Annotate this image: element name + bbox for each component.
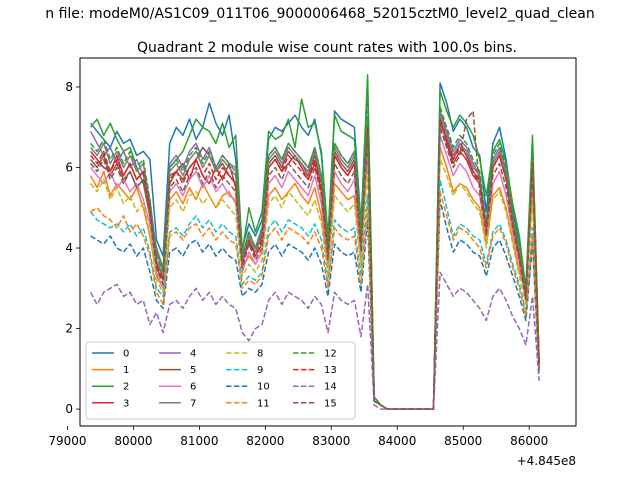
x-offset-label: +4.845e8: [517, 454, 576, 468]
legend-entry-2[interactable]: 2: [92, 382, 129, 393]
legend-entry-7[interactable]: 7: [159, 398, 196, 409]
x-axis: 79000 80000 81000 82000 83000 84000 85000 86000: [48, 426, 548, 448]
legend-entry-10[interactable]: 10: [226, 382, 270, 393]
y-tick-label: 0: [65, 402, 73, 416]
y-axis: 0 2 4 6 8: [65, 80, 80, 416]
legend-label: 10: [257, 382, 270, 393]
x-tick-label: 85000: [444, 434, 482, 448]
legend-entry-15[interactable]: 15: [293, 398, 337, 409]
x-tick-label: 82000: [246, 434, 284, 448]
series-line-9: [90, 178, 540, 410]
series-line-12: [90, 106, 540, 410]
legend-label: 13: [324, 365, 337, 376]
legend-label: 7: [190, 398, 196, 409]
x-tick-label: 80000: [114, 434, 152, 448]
legend-entry-14[interactable]: 14: [293, 382, 337, 393]
series-line-10: [90, 198, 540, 410]
y-tick-label: 4: [65, 241, 73, 255]
legend-entry-6[interactable]: 6: [159, 382, 196, 393]
x-tick-label: 79000: [48, 434, 86, 448]
legend-entry-8[interactable]: 8: [226, 349, 263, 360]
plot-frame: [79, 57, 577, 427]
x-tick-label: 81000: [180, 434, 218, 448]
legend-entry-13[interactable]: 13: [293, 365, 337, 376]
legend-entry-1[interactable]: 1: [92, 365, 129, 376]
x-tick-label: 86000: [510, 434, 548, 448]
legend-label: 11: [257, 398, 270, 409]
legend-label: 12: [324, 349, 337, 360]
series-line-15: [90, 110, 540, 410]
legend-label: 6: [190, 382, 196, 393]
legend-entry-4[interactable]: 4: [159, 349, 196, 360]
legend-label: 3: [123, 398, 129, 409]
legend-box: [85, 341, 356, 420]
legend-label: 9: [257, 365, 263, 376]
x-tick-label: 84000: [378, 434, 416, 448]
y-tick-label: 2: [65, 322, 73, 336]
legend-label: 15: [324, 398, 337, 409]
series-line-11: [90, 190, 540, 410]
x-tick-label: 83000: [312, 434, 350, 448]
legend-label: 1: [123, 365, 129, 376]
legend-entry-3[interactable]: 3: [92, 398, 129, 409]
legend-label: 2: [123, 382, 129, 393]
y-tick-label: 8: [65, 80, 73, 94]
plot-series: [89, 74, 540, 410]
legend-entry-0[interactable]: 0: [92, 349, 129, 360]
legend-entry-5[interactable]: 5: [159, 365, 196, 376]
legend-entry-11[interactable]: 11: [226, 398, 270, 409]
legend-entry-12[interactable]: 12: [293, 349, 337, 360]
legend-label: 0: [123, 349, 129, 360]
legend-label: 8: [257, 349, 263, 360]
legend-label: 4: [190, 349, 196, 360]
series-line-0: [90, 82, 540, 410]
legend-label: 14: [324, 382, 337, 393]
legend-entry-9[interactable]: 9: [226, 365, 263, 376]
series-line-8: [90, 158, 540, 410]
y-tick-label: 6: [65, 161, 73, 175]
legend-label: 5: [190, 365, 196, 376]
chart-suptitle: n file: modeM0/AS1C09_011T06_9000006468_…: [45, 6, 594, 22]
series-line-14: [89, 271, 540, 410]
chart-title: Quadrant 2 module wise count rates with …: [137, 40, 517, 56]
